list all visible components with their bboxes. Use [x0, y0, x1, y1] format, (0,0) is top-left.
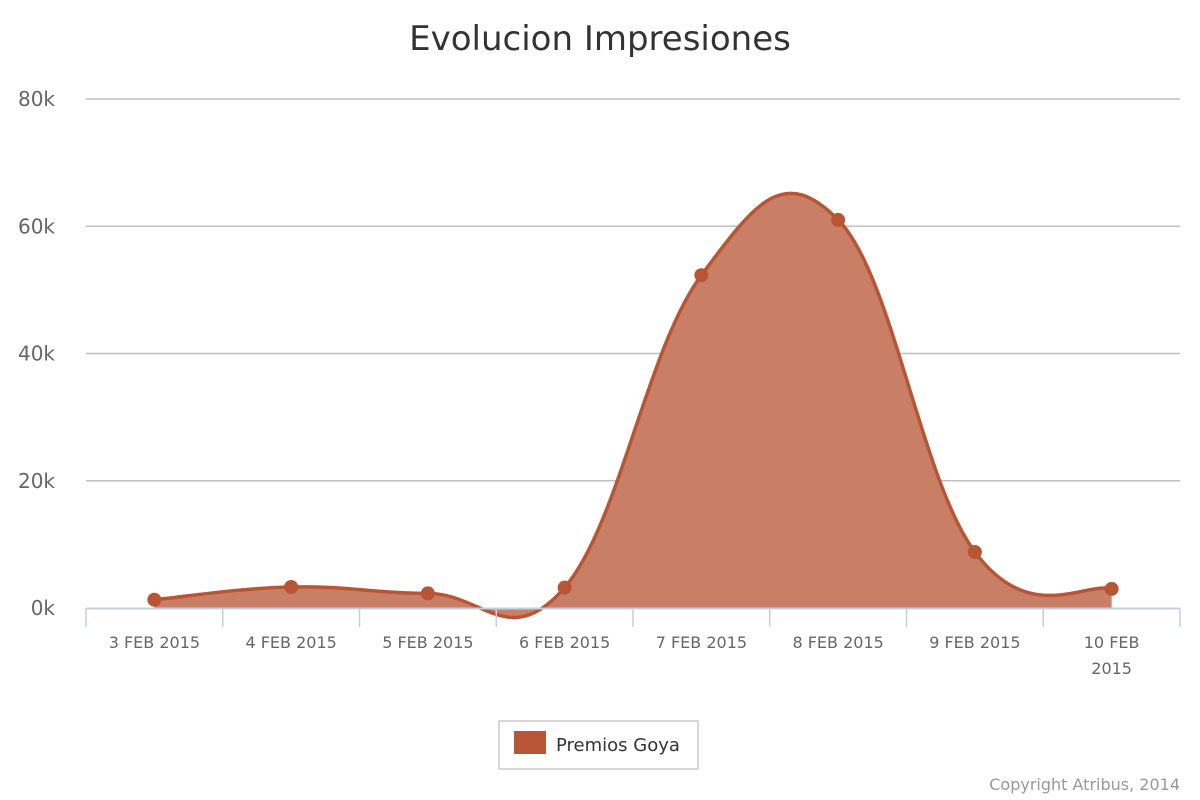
- data-point[interactable]: [967, 545, 982, 560]
- grid-lines: [86, 98, 1180, 482]
- legend-label: Premios Goya: [556, 735, 680, 756]
- data-point[interactable]: [1104, 581, 1119, 596]
- x-tick-label: 10 FEB 2015: [1084, 633, 1140, 678]
- data-point[interactable]: [284, 580, 299, 595]
- chart-title: Evolucion Impresiones: [409, 19, 791, 59]
- data-point[interactable]: [420, 586, 435, 601]
- y-tick-label: 0k: [31, 596, 56, 620]
- x-tick-label: 5 FEB 2015: [382, 633, 473, 652]
- data-point[interactable]: [831, 212, 846, 227]
- y-axis: 0k 20k 40k 60k 80k: [18, 87, 55, 620]
- y-tick-label: 80k: [18, 87, 55, 111]
- x-tick-label: 9 FEB 2015: [929, 633, 1020, 652]
- credit-text[interactable]: Copyright Atribus, 2014: [989, 775, 1180, 794]
- y-tick-label: 20k: [18, 469, 55, 493]
- y-tick-label: 60k: [18, 214, 55, 238]
- data-point[interactable]: [147, 592, 162, 607]
- x-tick-label: 3 FEB 2015: [109, 633, 200, 652]
- data-point[interactable]: [557, 580, 572, 595]
- series-area-fill: [154, 193, 1112, 618]
- x-tick-label: 7 FEB 2015: [656, 633, 747, 652]
- legend-swatch: [514, 731, 546, 754]
- series-line: [154, 191, 1113, 620]
- x-tick-label: 6 FEB 2015: [519, 633, 610, 652]
- series-area: [147, 191, 1119, 620]
- data-point[interactable]: [694, 268, 709, 283]
- y-tick-label: 40k: [18, 342, 55, 366]
- x-tick-label: 4 FEB 2015: [245, 633, 336, 652]
- x-tick-label: 8 FEB 2015: [792, 633, 883, 652]
- x-axis: 3 FEB 2015 4 FEB 2015 5 FEB 2015 6 FEB 2015…: [85, 607, 1181, 678]
- legend[interactable]: Premios Goya: [498, 720, 699, 770]
